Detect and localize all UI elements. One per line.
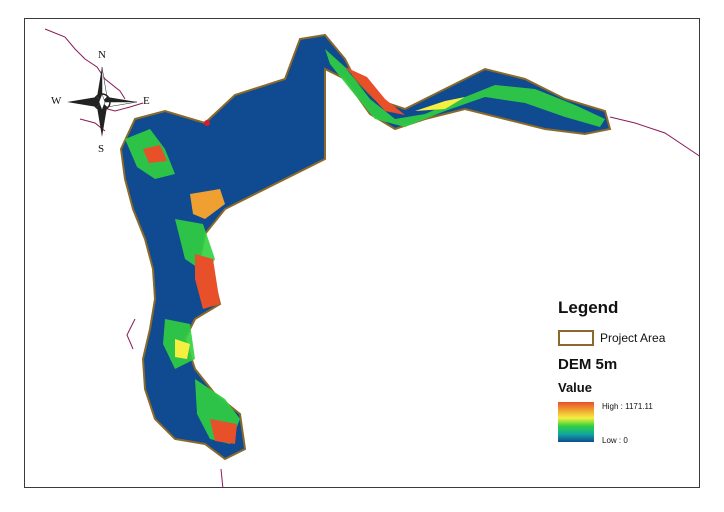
low-label: Low : 0 <box>602 436 628 445</box>
peak-central <box>190 189 225 219</box>
value-title: Value <box>558 380 592 395</box>
coastline-northwest <box>44 28 126 100</box>
compass-north: N <box>98 49 106 61</box>
compass-rose-icon <box>67 66 138 137</box>
compass-west: W <box>51 95 62 107</box>
high-label: High : 1171.11 <box>602 402 653 411</box>
map-frame: N S E W <box>24 18 700 488</box>
peak-south <box>210 419 237 444</box>
coastline-south <box>220 468 224 487</box>
compass-east: E <box>143 95 150 107</box>
coastline <box>44 28 699 487</box>
coastline-east <box>609 116 699 157</box>
ridge-east-yellow <box>415 97 465 111</box>
project-area-swatch <box>558 330 594 346</box>
settlement-marker <box>204 120 210 126</box>
compass-south: S <box>98 143 105 155</box>
dem-title: DEM 5m <box>558 356 618 373</box>
project-area-label: Project Area <box>600 331 666 345</box>
legend-title: Legend <box>558 298 619 317</box>
ridge-west-south-yellow <box>175 339 190 359</box>
peak-west-north <box>143 145 167 163</box>
coastline-island-a <box>99 102 144 112</box>
peak-west-central <box>195 254 220 309</box>
ridge-east-green <box>325 49 605 127</box>
north-arrow: N S E W <box>51 49 150 155</box>
legend: Legend Project Area DEM 5m Value High : … <box>558 298 698 468</box>
map-canvas[interactable] <box>25 19 700 488</box>
ridge-east-peak <box>345 67 405 115</box>
dem-raster <box>119 33 612 461</box>
coastline-west <box>126 318 136 350</box>
color-ramp <box>558 402 594 442</box>
